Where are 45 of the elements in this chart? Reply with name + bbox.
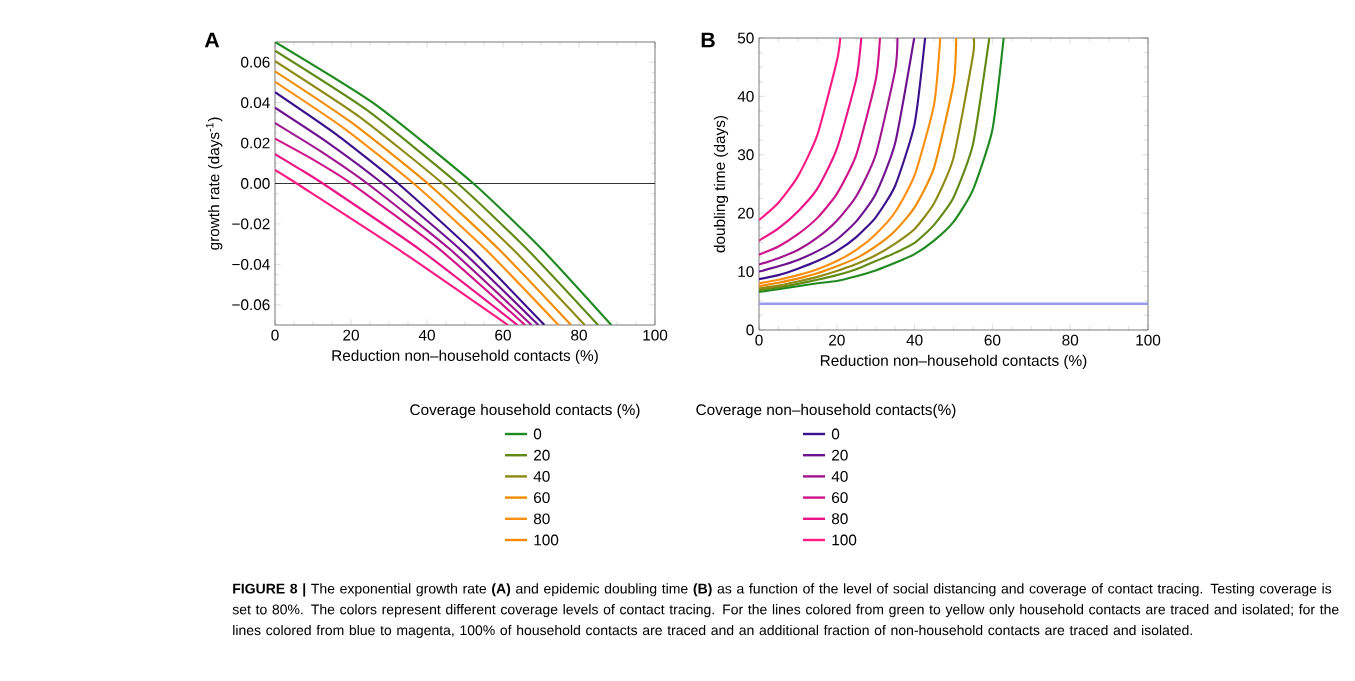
x-tick-label: 100 — [643, 329, 668, 341]
legend-label: 20 — [534, 449, 550, 461]
legend-label: 0 — [831, 428, 840, 440]
legend-label: 80 — [533, 513, 550, 525]
y-tick-label: 30 — [737, 149, 754, 161]
x-tick-label: 80 — [571, 329, 587, 341]
x-tick-label: 100 — [1136, 334, 1161, 346]
y-tick-label: 0.06 — [241, 56, 270, 68]
y-tick-label: 20 — [738, 207, 754, 219]
y-tick-label: −0.06 — [232, 299, 270, 311]
legend-label: 100 — [832, 534, 857, 546]
y-tick-label: 0.00 — [241, 178, 270, 189]
x-axis-title: Reduction non–household contacts (%) — [332, 349, 598, 365]
legend-label: 100 — [534, 534, 559, 546]
x-tick-label: 20 — [829, 334, 845, 346]
x-tick-label: 40 — [418, 329, 435, 341]
x-tick-label: 60 — [984, 334, 1001, 346]
y-axis-title: growth rate (days$^{-1}$) — [205, 117, 223, 250]
y-tick-label: 50 — [737, 32, 754, 44]
text: FIGURE 8 | The exponential growth rate (A) and epidemic doubling time (B) as a function of the level of social distancing and coverage of contact tracing. Testing coverage is set to 80%. The colors represent different coverage levels of contact tracing. For the lines colored from green to yellow only household contacts are traced and isolated; for the lines colored from blue to magenta, 100% of household contacts are traced and an additional fraction of non-household contacts are traced and isolated. — [232, 583, 1339, 638]
x-tick-label: 60 — [495, 329, 511, 341]
y-tick-label: 0.04 — [241, 97, 270, 109]
chart-title: B — [701, 32, 715, 48]
legend-label: 60 — [534, 492, 550, 504]
legend-label: 60 — [832, 492, 848, 504]
y-axis-title: doubling time (days) — [713, 115, 729, 253]
legend-label: 40 — [533, 470, 550, 482]
x-axis-title: Reduction non–household contacts (%) — [820, 354, 1087, 369]
legend-label: 80 — [831, 513, 848, 525]
legend-label: 40 — [831, 470, 848, 482]
y-tick-label: −0.02 — [232, 218, 270, 230]
y-tick-label: 40 — [737, 90, 754, 102]
y-tick-label: 0.02 — [241, 137, 270, 149]
legend-label: 0 — [533, 428, 542, 440]
legend-title: Coverage household contacts (%) — [410, 403, 640, 419]
y-tick-label: −0.04 — [232, 258, 270, 270]
x-tick-label: 0 — [755, 334, 763, 346]
x-tick-label: 0 — [271, 329, 279, 341]
x-tick-label: 80 — [1062, 334, 1079, 346]
x-tick-label: 20 — [343, 329, 359, 341]
chart-title: A — [204, 32, 220, 48]
legend-label: 20 — [832, 449, 848, 461]
legend-title: Coverage non–household contacts(%) — [696, 403, 956, 419]
x-tick-label: 40 — [906, 334, 923, 346]
y-tick-label: 10 — [738, 266, 754, 278]
